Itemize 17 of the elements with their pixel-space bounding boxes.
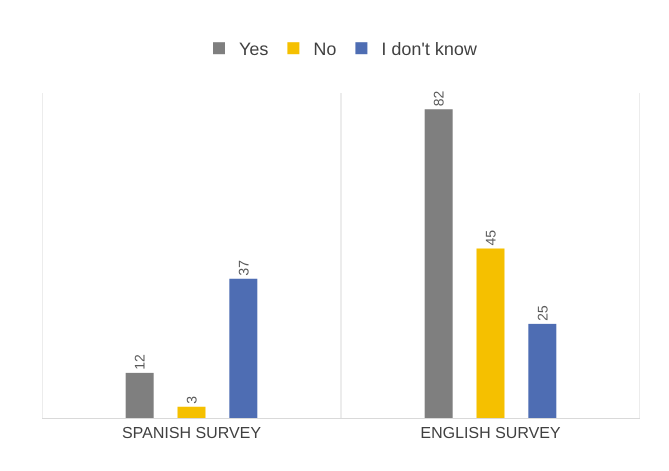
- bar: [528, 324, 556, 418]
- legend-label: Yes: [239, 39, 268, 60]
- data-label: 37: [235, 260, 252, 276]
- x-tick-label: ENGLISH SURVEY: [420, 425, 561, 442]
- data-label: 82: [430, 90, 447, 106]
- bar: [178, 406, 206, 418]
- bar: [126, 372, 154, 418]
- data-label: 3: [184, 396, 200, 404]
- data-label: 25: [534, 305, 550, 321]
- bar: [229, 278, 258, 418]
- bar: [424, 109, 453, 418]
- bar: [476, 248, 504, 418]
- legend-label: No: [313, 39, 336, 60]
- legend-label: I don't know: [381, 39, 478, 60]
- data-label: 45: [482, 230, 498, 246]
- x-tick-label: SPANISH SURVEY: [122, 425, 262, 442]
- data-label: 12: [132, 354, 148, 370]
